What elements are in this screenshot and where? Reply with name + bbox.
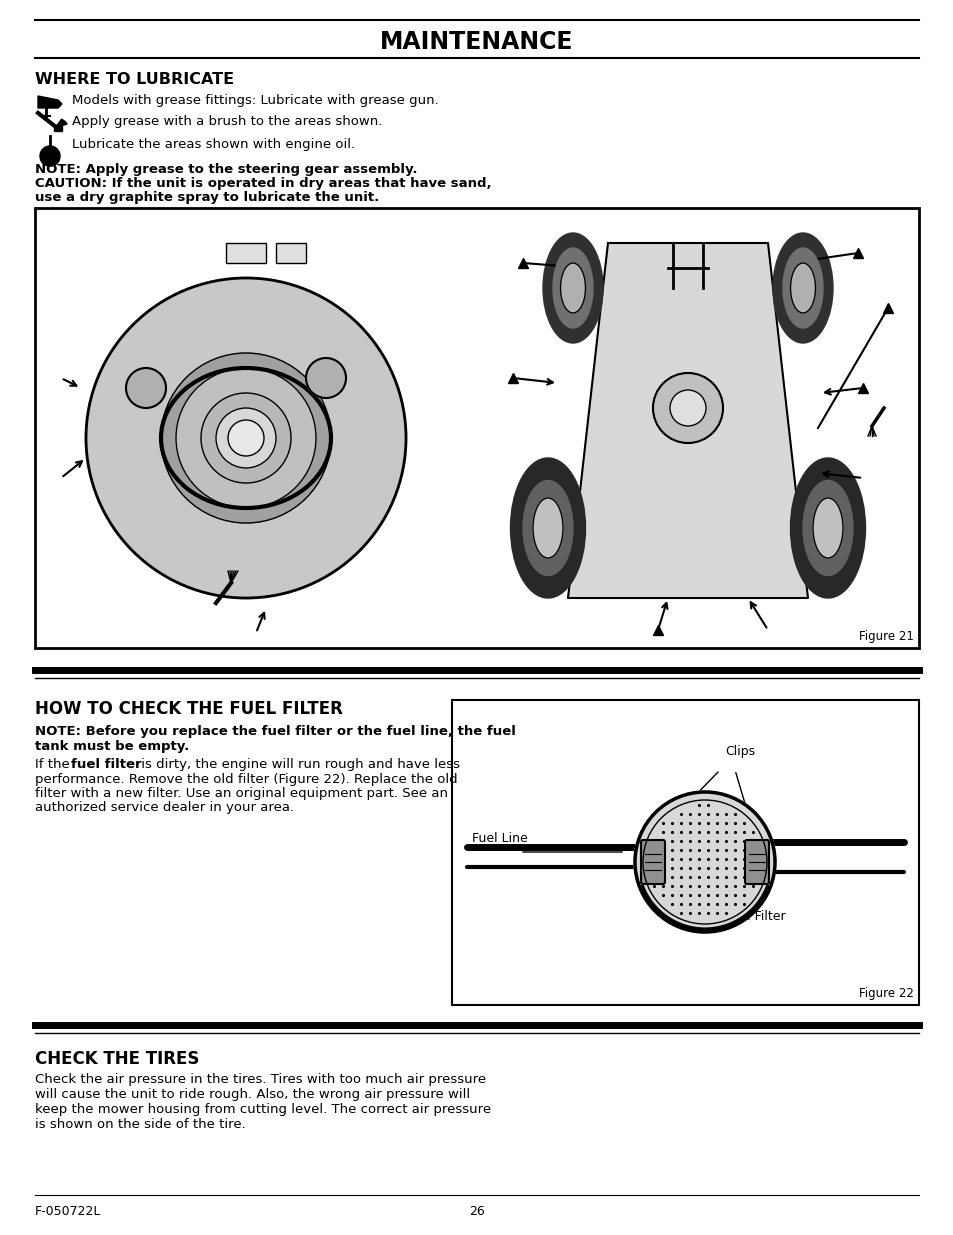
Circle shape: [126, 368, 166, 408]
Text: is shown on the side of the tire.: is shown on the side of the tire.: [35, 1118, 246, 1131]
Ellipse shape: [533, 498, 562, 558]
Ellipse shape: [790, 263, 815, 312]
Text: filter with a new filter. Use an original equipment part. See an: filter with a new filter. Use an origina…: [35, 787, 448, 800]
Ellipse shape: [812, 498, 842, 558]
Text: tank must be empty.: tank must be empty.: [35, 740, 189, 753]
Text: NOTE: Before you replace the fuel filter or the fuel line, the fuel: NOTE: Before you replace the fuel filter…: [35, 725, 516, 739]
Text: fuel filter: fuel filter: [71, 758, 141, 771]
Circle shape: [669, 390, 705, 426]
Ellipse shape: [782, 248, 822, 329]
Circle shape: [86, 278, 406, 598]
Polygon shape: [567, 243, 807, 598]
Text: MAINTENANCE: MAINTENANCE: [380, 30, 573, 54]
Text: 26: 26: [469, 1205, 484, 1218]
Wedge shape: [41, 156, 59, 165]
Text: NOTE: Apply grease to the steering gear assembly.: NOTE: Apply grease to the steering gear …: [35, 163, 417, 177]
Text: Fuel Line: Fuel Line: [472, 832, 527, 845]
Circle shape: [228, 420, 264, 456]
FancyBboxPatch shape: [640, 840, 664, 884]
Polygon shape: [38, 96, 62, 107]
Text: Figure 22: Figure 22: [859, 987, 913, 1000]
Bar: [452, 700, 918, 1005]
Ellipse shape: [772, 233, 832, 343]
Text: F-050722L: F-050722L: [35, 1205, 101, 1218]
Text: is dirty, the engine will run rough and have less: is dirty, the engine will run rough and …: [137, 758, 459, 771]
Text: CAUTION: If the unit is operated in dry areas that have sand,: CAUTION: If the unit is operated in dry …: [35, 177, 491, 190]
Text: Apply grease with a brush to the areas shown.: Apply grease with a brush to the areas s…: [71, 115, 382, 128]
Circle shape: [201, 393, 291, 483]
Ellipse shape: [542, 233, 602, 343]
Text: Lubricate the areas shown with engine oil.: Lubricate the areas shown with engine oi…: [71, 138, 355, 151]
Text: Models with grease fittings: Lubricate with grease gun.: Models with grease fittings: Lubricate w…: [71, 94, 438, 107]
Polygon shape: [54, 125, 62, 131]
Bar: [275, 243, 306, 263]
Ellipse shape: [510, 458, 585, 598]
Text: performance. Remove the old filter (Figure 22). Replace the old: performance. Remove the old filter (Figu…: [35, 773, 457, 785]
Circle shape: [215, 408, 275, 468]
Bar: [226, 243, 266, 263]
Ellipse shape: [522, 480, 573, 576]
Text: will cause the unit to ride rough. Also, the wrong air pressure will: will cause the unit to ride rough. Also,…: [35, 1088, 470, 1100]
Bar: [35, 207, 918, 648]
FancyBboxPatch shape: [744, 840, 768, 884]
Ellipse shape: [790, 458, 864, 598]
Ellipse shape: [560, 263, 585, 312]
Circle shape: [635, 792, 774, 932]
Text: If the: If the: [35, 758, 74, 771]
Text: WHERE TO LUBRICATE: WHERE TO LUBRICATE: [35, 72, 233, 86]
Circle shape: [652, 373, 722, 443]
Ellipse shape: [802, 480, 852, 576]
Text: use a dry graphite spray to lubricate the unit.: use a dry graphite spray to lubricate th…: [35, 191, 379, 204]
Text: authorized service dealer in your area.: authorized service dealer in your area.: [35, 802, 294, 814]
Circle shape: [175, 368, 315, 508]
Circle shape: [306, 358, 346, 398]
Text: Fuel Filter: Fuel Filter: [724, 910, 785, 923]
Circle shape: [161, 353, 331, 522]
Text: Check the air pressure in the tires. Tires with too much air pressure: Check the air pressure in the tires. Tir…: [35, 1073, 486, 1086]
Text: HOW TO CHECK THE FUEL FILTER: HOW TO CHECK THE FUEL FILTER: [35, 700, 342, 718]
Text: keep the mower housing from cutting level. The correct air pressure: keep the mower housing from cutting leve…: [35, 1103, 491, 1116]
Text: CHECK THE TIRES: CHECK THE TIRES: [35, 1050, 199, 1068]
Text: Figure 21: Figure 21: [859, 630, 913, 643]
Ellipse shape: [553, 248, 593, 329]
Circle shape: [40, 146, 60, 165]
Text: Clips: Clips: [724, 745, 755, 758]
